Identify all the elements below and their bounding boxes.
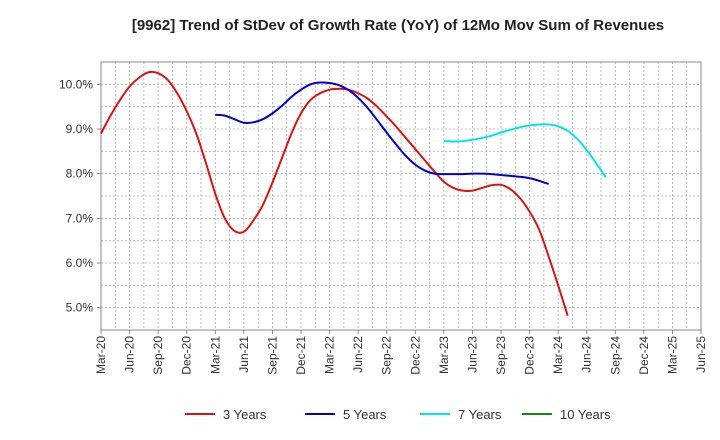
plot-area-frame <box>100 61 702 331</box>
x-tick-label: Mar-20 <box>94 336 108 374</box>
y-tick-label: 7.0% <box>66 211 94 225</box>
series-line-3-years <box>100 70 569 317</box>
series-line-7-years <box>443 123 607 178</box>
y-axis: 5.0% 6.0% 7.0% 8.0% 9.0% 10.0% <box>59 77 101 315</box>
x-tick-label: Dec-23 <box>523 336 537 375</box>
grid-lines <box>101 62 701 330</box>
x-tick-label: Mar-24 <box>551 336 565 374</box>
x-tick-label: Jun-23 <box>465 336 479 373</box>
x-tick-label: Mar-25 <box>665 336 679 374</box>
y-tick-label: 6.0% <box>66 256 94 270</box>
x-tick-label: Dec-21 <box>294 336 308 375</box>
x-tick-label: Jun-22 <box>351 336 365 373</box>
x-axis: Mar-20 Jun-20 Sep-20 Dec-20 Mar-21 Jun-21 Sep-… <box>94 330 708 375</box>
x-tick-label: Jun-21 <box>237 336 251 373</box>
series-layer <box>100 70 607 317</box>
legend: 3 Years 5 Years 7 Years 10 Years <box>185 407 611 422</box>
x-tick-label: Jun-25 <box>694 336 708 373</box>
chart-title: [9962] Trend of StDev of Growth Rate (Yo… <box>132 17 664 34</box>
x-tick-label: Sep-22 <box>380 336 394 375</box>
x-tick-label: Sep-23 <box>494 336 508 375</box>
y-tick-label: 5.0% <box>66 301 94 315</box>
x-tick-label: Sep-20 <box>151 336 165 375</box>
x-tick-label: Mar-22 <box>323 336 337 374</box>
x-tick-label: Sep-21 <box>265 336 279 375</box>
y-tick-label: 10.0% <box>59 77 93 91</box>
x-tick-label: Jun-24 <box>580 336 594 373</box>
legend-label: 3 Years <box>223 407 267 422</box>
y-tick-label: 9.0% <box>66 122 94 136</box>
x-tick-label: Mar-23 <box>437 336 451 374</box>
x-tick-label: Sep-24 <box>608 336 622 375</box>
legend-label: 10 Years <box>560 407 611 422</box>
x-tick-label: Dec-24 <box>637 336 651 375</box>
x-tick-label: Mar-21 <box>208 336 222 374</box>
series-line-5-years <box>215 81 549 185</box>
x-tick-label: Dec-20 <box>180 336 194 375</box>
legend-label: 5 Years <box>343 407 387 422</box>
x-tick-label: Jun-20 <box>123 336 137 373</box>
x-tick-label: Dec-22 <box>408 336 422 375</box>
legend-label: 7 Years <box>458 407 502 422</box>
y-tick-label: 8.0% <box>66 167 94 181</box>
